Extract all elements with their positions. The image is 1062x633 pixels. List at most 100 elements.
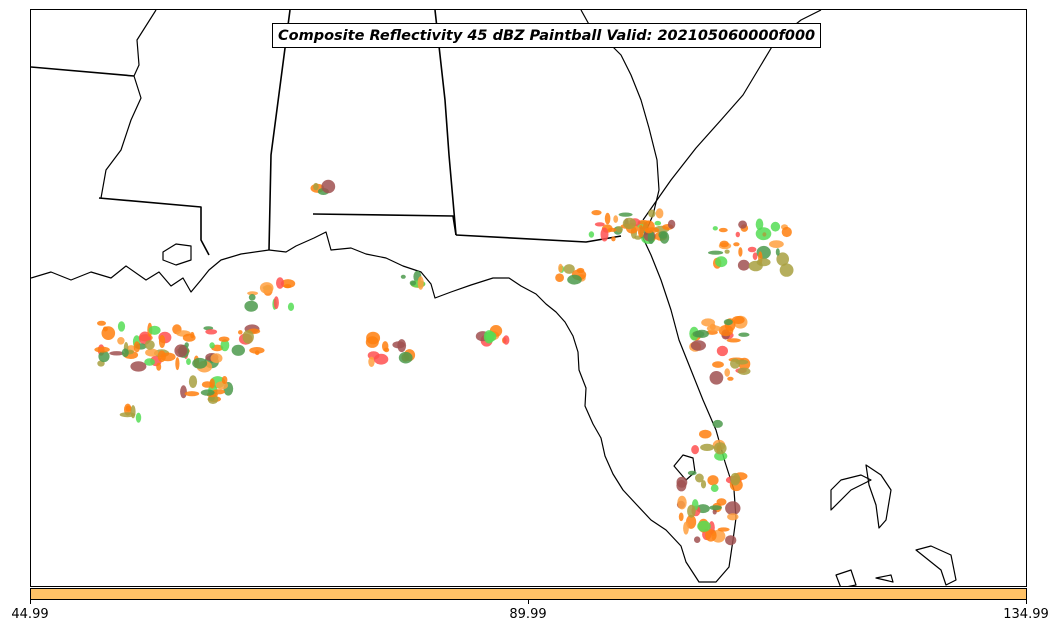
paintball-blob (654, 220, 662, 226)
paintball-blob (209, 342, 215, 349)
paintball-blob (368, 356, 375, 367)
paintball-blob (712, 419, 723, 428)
paintball-blob (690, 340, 707, 351)
paintball-blob (283, 284, 292, 289)
paintball-blob (205, 329, 218, 335)
paintball-blob (503, 335, 510, 345)
paintball-blob (409, 280, 417, 286)
paintball-blob (727, 376, 734, 381)
paintball-blob (117, 337, 125, 345)
paintball-blob (738, 332, 750, 337)
paintball-blob (607, 227, 617, 232)
paintball-blob (724, 368, 730, 377)
paintball-blob (98, 350, 110, 363)
paintball-blob (184, 391, 200, 397)
paintball-blob (148, 325, 161, 335)
mississippi-river (100, 10, 157, 199)
colorbar-tick-middle (528, 600, 529, 604)
paintball-blob (709, 505, 722, 511)
paintball-blob (417, 276, 424, 290)
paintball-blob (715, 256, 728, 268)
paintball-blob (695, 473, 704, 483)
paintball-blob (184, 342, 189, 348)
cuba-coast (830, 474, 872, 511)
paintball-blob (726, 338, 741, 343)
border-al-fl (312, 213, 457, 236)
gulf-coast-la (31, 249, 270, 293)
andros-island (865, 464, 892, 529)
paintball-blob (588, 231, 595, 238)
paintball-blob (687, 470, 697, 476)
paintball-blob (242, 330, 254, 344)
paintball-blob (769, 240, 784, 249)
paintball-blob (119, 412, 136, 418)
paintball-blob (144, 358, 155, 366)
paintball-blob (591, 210, 602, 216)
bahamas-islands (835, 545, 957, 586)
colorbar-tick-label-right: 134.99 (1003, 607, 1049, 622)
paintball-blob (158, 335, 166, 348)
paintball-layer (94, 179, 794, 546)
paintball-blob (594, 222, 605, 227)
paintball-blob (718, 325, 734, 337)
paintball-blob (218, 336, 230, 342)
paintball-blob (249, 347, 265, 354)
border-al-ga (434, 10, 457, 236)
paintball-blob (398, 351, 413, 364)
paintball-blob (694, 536, 701, 543)
gulf-coast-ms-al-fl (268, 231, 737, 583)
paintball-blob (175, 357, 180, 371)
paintball-blob (730, 472, 741, 486)
paintball-blob (220, 339, 230, 352)
paintball-blob (737, 367, 751, 375)
paintball-blob (747, 246, 757, 253)
paintball-blob (708, 250, 724, 255)
paintball-blob (121, 348, 129, 358)
reflectivity-map (31, 10, 957, 586)
paintball-blob (712, 361, 724, 368)
paintball-blob (697, 520, 711, 532)
colorbar-tick-right (1026, 600, 1027, 604)
paintball-blob (706, 325, 722, 332)
paintball-blob (694, 329, 709, 338)
paintball-blob (727, 513, 739, 521)
paintball-blob (210, 353, 223, 364)
paintball-blob (174, 344, 188, 358)
paintball-blob (321, 179, 336, 194)
colorbar-tick-label-left: 44.99 (11, 607, 49, 622)
paintball-blob (192, 357, 208, 369)
paintball-blob (735, 359, 749, 365)
paintball-blob (555, 273, 564, 283)
paintball-blob (716, 345, 729, 357)
paintball-blob (392, 341, 406, 349)
paintball-blob (647, 230, 655, 244)
paintball-blob (200, 389, 215, 396)
map-panel: Composite Reflectivity 45 dBZ Paintball … (30, 9, 1027, 587)
paintball-blob (615, 226, 623, 233)
coastlines (31, 10, 957, 586)
paintball-blob (776, 252, 789, 266)
paintball-blob (667, 219, 676, 229)
paintball-blob (643, 220, 655, 234)
colorbar-tick-label-middle: 89.99 (509, 607, 547, 622)
border-ms-al (268, 10, 291, 251)
paintball-blob (313, 182, 319, 191)
paintball-blob (600, 227, 609, 242)
paintball-blob (762, 232, 767, 237)
paintball-blob (145, 348, 159, 357)
paintball-blob (678, 512, 684, 522)
paintball-blob (622, 217, 637, 230)
paintball-blob (365, 336, 379, 348)
paintball-blob (273, 296, 279, 310)
paintball-blob (719, 240, 729, 248)
paintball-blob (755, 218, 764, 231)
paintball-blob (775, 248, 780, 256)
paintball-blob (563, 264, 575, 274)
border-ga-fl (455, 234, 622, 243)
paintball-blob (781, 226, 792, 238)
paintball-blob (135, 412, 142, 423)
paintball-blob (182, 333, 196, 342)
paintball-blob (144, 340, 155, 350)
paintball-blob (186, 358, 191, 365)
border-tn-ms (31, 66, 135, 77)
